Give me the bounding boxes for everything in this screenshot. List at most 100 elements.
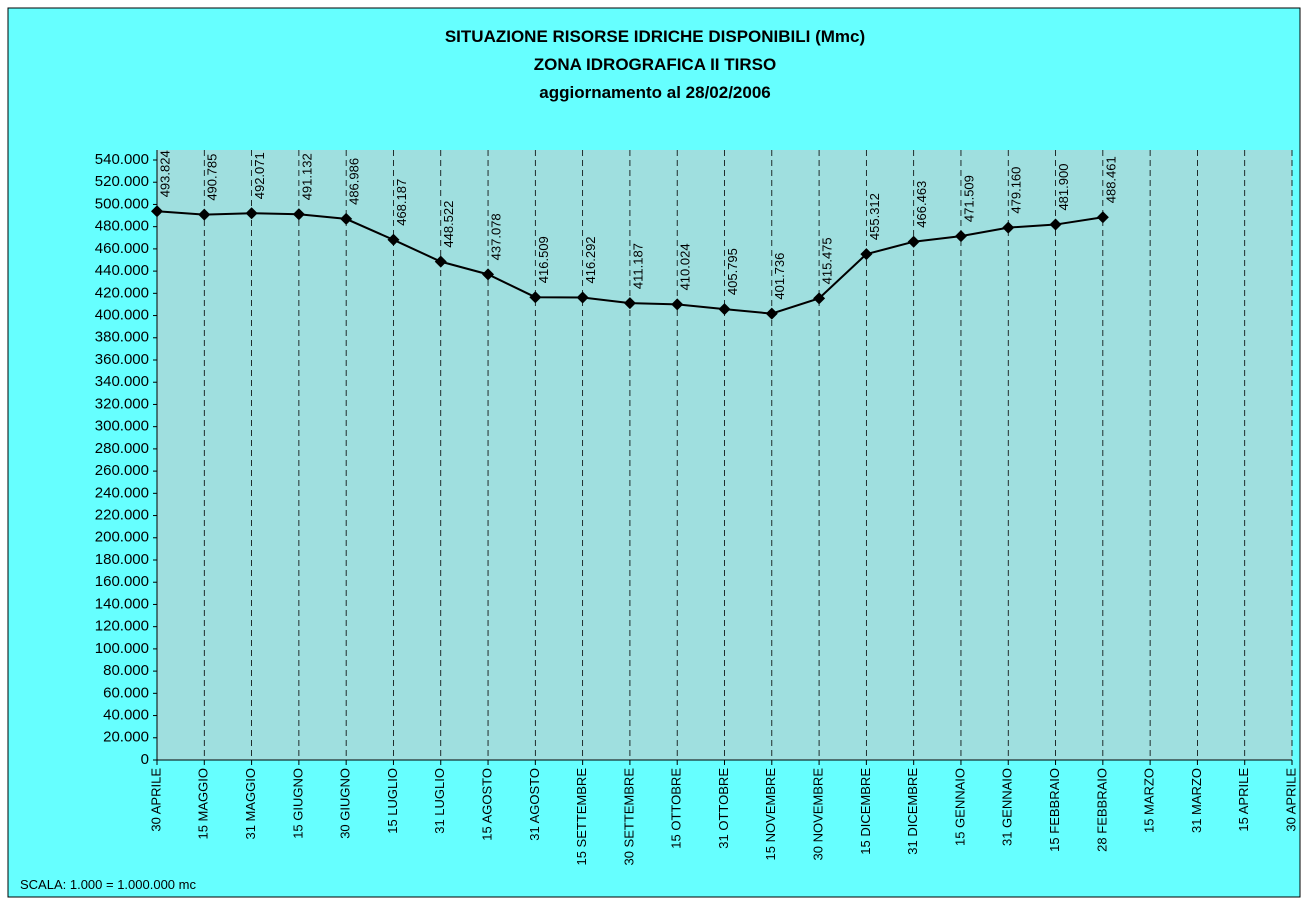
data-point — [292, 208, 305, 221]
data-label: 479.160 — [1009, 167, 1024, 214]
x-tick-label: 31 OTTOBRE — [716, 768, 731, 849]
data-label: 415.475 — [820, 237, 835, 284]
y-tick-label: 80.000 — [103, 662, 149, 679]
y-tick-label: 360.000 — [95, 351, 149, 368]
y-tick-label: 200.000 — [95, 529, 149, 546]
y-tick-label: 20.000 — [103, 729, 149, 746]
data-label: 471.509 — [961, 175, 976, 222]
x-tick-label: 15 MARZO — [1142, 768, 1157, 833]
footnote: SCALA: 1.000 = 1.000.000 mc — [20, 877, 196, 892]
data-point — [860, 248, 873, 261]
y-tick-label: 460.000 — [95, 240, 149, 257]
data-label: 401.736 — [772, 253, 787, 300]
data-label: 405.795 — [725, 248, 740, 295]
data-label: 416.509 — [536, 236, 551, 283]
x-tick-label: 30 GIUGNO — [338, 768, 353, 839]
y-tick-label: 320.000 — [95, 395, 149, 412]
y-tick-label: 220.000 — [95, 507, 149, 524]
data-label: 490.785 — [205, 154, 220, 201]
data-point — [718, 303, 731, 316]
y-tick-label: 180.000 — [95, 551, 149, 568]
data-point — [198, 208, 211, 221]
y-tick-label: 400.000 — [95, 307, 149, 324]
y-tick-label: 420.000 — [95, 284, 149, 301]
chart-title: SITUAZIONE RISORSE IDRICHE DISPONIBILI (… — [445, 27, 865, 46]
x-tick-label: 31 LUGLIO — [432, 768, 447, 834]
x-tick-label: 30 APRILE — [148, 768, 163, 832]
data-point — [529, 291, 542, 304]
x-tick-label: 28 FEBBRAIO — [1094, 768, 1109, 852]
x-tick-label: 15 MAGGIO — [196, 768, 211, 840]
update-note: aggiornamento al 28/02/2006 — [539, 83, 771, 102]
x-tick-label: 15 GIUGNO — [290, 768, 305, 839]
x-tick-label: 15 LUGLIO — [385, 768, 400, 834]
data-point — [340, 212, 353, 225]
y-tick-label: 340.000 — [95, 373, 149, 390]
data-point — [1096, 211, 1109, 224]
data-label: 491.132 — [299, 153, 314, 200]
x-tick-label: 31 MARZO — [1189, 768, 1204, 833]
data-point — [671, 298, 684, 311]
y-tick-label: 280.000 — [95, 440, 149, 457]
data-label: 416.292 — [583, 236, 598, 283]
data-point — [765, 307, 778, 320]
data-label: 466.463 — [914, 181, 929, 228]
data-point — [623, 297, 636, 310]
data-label: 411.187 — [630, 243, 645, 289]
y-tick-label: 240.000 — [95, 484, 149, 501]
data-point — [1049, 218, 1062, 231]
x-tick-label: 15 FEBBRAIO — [1047, 768, 1062, 852]
data-label: 486.986 — [347, 158, 362, 205]
data-point — [245, 207, 258, 220]
y-tick-label: 480.000 — [95, 218, 149, 235]
y-tick-label: 60.000 — [103, 684, 149, 701]
data-point — [907, 235, 920, 248]
data-label: 488.461 — [1103, 156, 1118, 203]
x-tick-label: 15 AGOSTO — [479, 768, 494, 841]
y-tick-label: 140.000 — [95, 595, 149, 612]
data-point — [954, 230, 967, 243]
data-point — [482, 268, 495, 281]
x-tick-label: 31 MAGGIO — [243, 768, 258, 840]
y-tick-label: 520.000 — [95, 173, 149, 190]
x-tick-label: 30 NOVEMBRE — [811, 768, 826, 861]
data-point — [434, 255, 447, 268]
x-tick-label: 30 APRILE — [1283, 768, 1298, 832]
x-tick-label: 15 SETTEMBRE — [574, 768, 589, 866]
x-tick-label: 31 DICEMBRE — [905, 768, 920, 855]
y-tick-label: 100.000 — [95, 640, 149, 657]
data-label: 492.071 — [252, 152, 267, 199]
data-label: 455.312 — [867, 193, 882, 240]
x-tick-label: 31 GENNAIO — [1000, 768, 1015, 846]
y-tick-label: 260.000 — [95, 462, 149, 479]
data-point — [576, 291, 589, 304]
data-label: 481.900 — [1056, 164, 1071, 211]
data-point — [151, 205, 163, 218]
data-label: 437.078 — [488, 213, 503, 260]
data-point — [813, 292, 826, 305]
y-tick-label: 540.000 — [95, 151, 149, 168]
data-label: 468.187 — [394, 179, 409, 226]
y-tick-label: 0 — [141, 751, 149, 768]
y-tick-label: 120.000 — [95, 618, 149, 635]
x-tick-label: 15 DICEMBRE — [858, 768, 873, 855]
y-tick-label: 500.000 — [95, 195, 149, 212]
chart-subtitle: ZONA IDROGRAFICA II TIRSO — [534, 55, 776, 74]
x-tick-label: 15 GENNAIO — [952, 768, 967, 846]
y-tick-label: 40.000 — [103, 707, 149, 724]
data-point — [387, 233, 400, 246]
y-tick-label: 380.000 — [95, 329, 149, 346]
y-tick-label: 440.000 — [95, 262, 149, 279]
data-label: 448.522 — [441, 201, 456, 248]
y-tick-label: 160.000 — [95, 573, 149, 590]
data-point — [1002, 221, 1015, 234]
x-tick-label: 15 APRILE — [1236, 768, 1251, 832]
x-tick-label: 15 OTTOBRE — [669, 768, 684, 849]
y-tick-label: 300.000 — [95, 418, 149, 435]
x-tick-label: 31 AGOSTO — [527, 768, 542, 841]
data-label: 410.024 — [678, 243, 693, 290]
x-tick-label: 15 NOVEMBRE — [763, 768, 778, 861]
data-label: 493.824 — [157, 150, 172, 197]
x-tick-label: 30 SETTEMBRE — [621, 768, 636, 866]
